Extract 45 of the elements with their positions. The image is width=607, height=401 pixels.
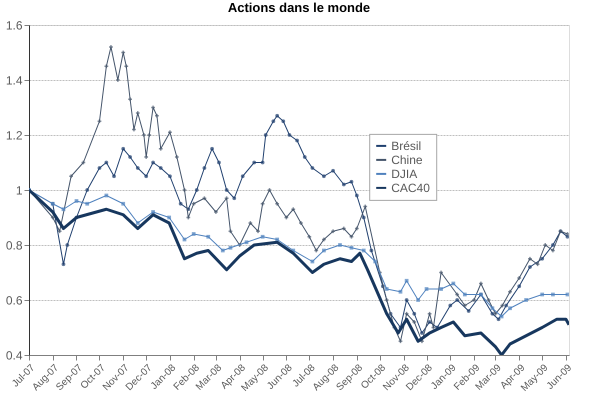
point	[322, 248, 326, 252]
point	[244, 240, 248, 244]
legend-label: Brésil	[391, 138, 422, 153]
y-tick-label: 0.6	[6, 294, 23, 308]
y-tick-label: 1.6	[6, 18, 23, 32]
point	[566, 292, 569, 296]
point	[490, 306, 494, 310]
y-tick-label: 1.4	[6, 74, 23, 88]
point	[228, 246, 232, 250]
point	[424, 287, 428, 291]
point	[373, 260, 378, 264]
point	[260, 234, 264, 239]
chart-title: Actions dans le monde	[228, 0, 370, 15]
legend-label: DJIA	[391, 166, 418, 181]
point	[167, 216, 172, 220]
point	[104, 194, 108, 198]
point	[398, 290, 402, 294]
point	[182, 238, 186, 242]
y-tick-label: 0.4	[6, 348, 23, 362]
point	[416, 298, 420, 302]
point	[362, 248, 366, 252]
point	[74, 199, 78, 203]
point	[551, 292, 555, 296]
y-tick-label: 0.8	[6, 238, 23, 252]
point	[462, 292, 467, 296]
point	[384, 287, 389, 291]
y-tick-label: 1.2	[6, 128, 23, 142]
y-tick-label: 1	[16, 184, 23, 198]
point	[220, 248, 225, 252]
point	[350, 246, 354, 250]
legend-label: CAC40	[391, 180, 430, 195]
legend-label: Chine	[391, 152, 423, 167]
point	[439, 287, 443, 291]
point	[192, 232, 196, 236]
point	[524, 298, 528, 302]
point	[451, 282, 456, 286]
point	[508, 306, 512, 310]
point	[338, 243, 342, 247]
point	[62, 207, 66, 212]
point	[500, 314, 504, 318]
point	[540, 292, 544, 296]
point	[404, 278, 408, 283]
point	[310, 260, 314, 264]
point	[136, 221, 140, 225]
point	[151, 210, 155, 214]
